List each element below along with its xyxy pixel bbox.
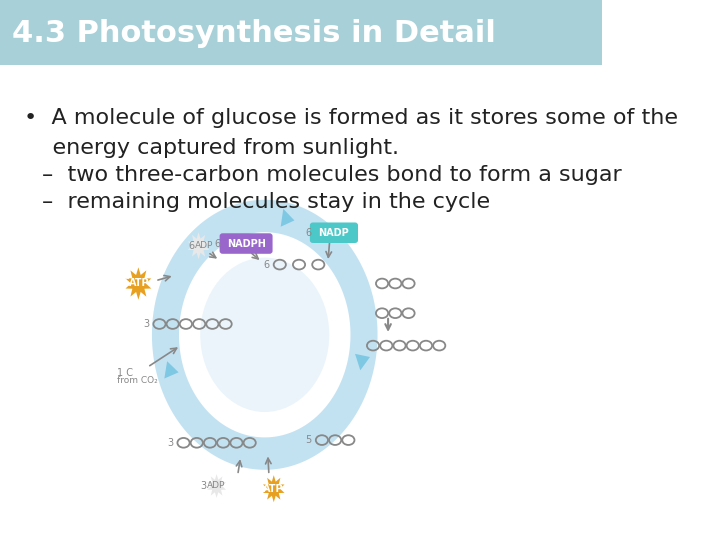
- Text: NADP: NADP: [318, 228, 349, 238]
- Text: NADPH: NADPH: [228, 239, 266, 248]
- Text: 1 C: 1 C: [117, 368, 133, 377]
- Text: 6: 6: [215, 239, 221, 248]
- Text: 6: 6: [123, 279, 130, 288]
- Polygon shape: [164, 361, 179, 379]
- Text: 3: 3: [143, 319, 149, 329]
- Text: ADP: ADP: [195, 241, 214, 250]
- Text: 6: 6: [264, 260, 269, 269]
- Text: –  remaining molecules stay in the cycle: – remaining molecules stay in the cycle: [42, 192, 490, 212]
- Polygon shape: [355, 354, 370, 370]
- Text: ADP: ADP: [207, 482, 226, 490]
- Polygon shape: [188, 232, 210, 259]
- Text: 3: 3: [167, 438, 174, 448]
- Text: 3: 3: [257, 484, 263, 494]
- Text: from CO₂: from CO₂: [117, 376, 158, 385]
- FancyBboxPatch shape: [310, 222, 358, 243]
- Polygon shape: [281, 209, 294, 227]
- Text: 5: 5: [305, 435, 312, 445]
- Text: ATP: ATP: [130, 279, 150, 288]
- Text: 6: 6: [305, 228, 312, 238]
- Text: energy captured from sunlight.: energy captured from sunlight.: [24, 138, 399, 158]
- FancyBboxPatch shape: [220, 233, 273, 254]
- Polygon shape: [125, 267, 151, 300]
- Text: 6: 6: [189, 241, 195, 251]
- Text: •  A molecule of glucose is formed as it stores some of the: • A molecule of glucose is formed as it …: [24, 108, 678, 128]
- Polygon shape: [207, 474, 226, 498]
- Text: –  two three-carbon molecules bond to form a sugar: – two three-carbon molecules bond to for…: [42, 165, 622, 185]
- FancyBboxPatch shape: [0, 0, 602, 65]
- Ellipse shape: [200, 258, 329, 412]
- Polygon shape: [263, 475, 284, 502]
- Polygon shape: [152, 200, 377, 470]
- Text: 3: 3: [200, 481, 207, 491]
- Text: 4.3 Photosynthesis in Detail: 4.3 Photosynthesis in Detail: [12, 19, 496, 48]
- Text: ATP: ATP: [264, 484, 284, 494]
